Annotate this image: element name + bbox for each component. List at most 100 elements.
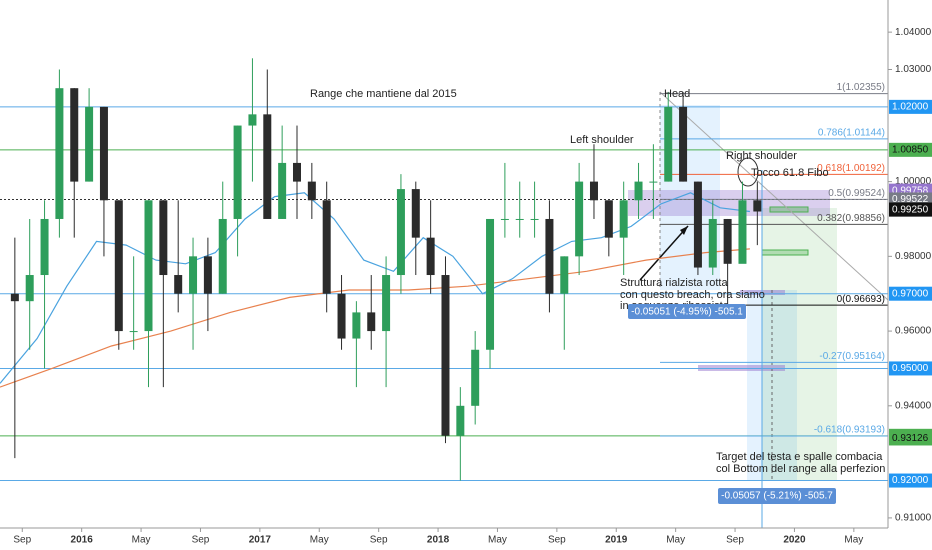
candle-body — [129, 331, 138, 333]
candle-body — [263, 114, 272, 219]
arrow-head — [680, 226, 688, 235]
y-tick-label: 0.91000 — [895, 513, 932, 524]
x-tick-label: 2019 — [605, 535, 628, 546]
level-badge — [889, 361, 932, 376]
candle-body — [649, 181, 658, 183]
fib-label: 0.786(1.01144) — [818, 127, 885, 138]
x-tick-label: Sep — [13, 535, 31, 546]
level-badge — [889, 99, 932, 114]
y-tick-label: 0.98000 — [895, 251, 932, 262]
fib-label: 0.382(0.98856) — [817, 213, 885, 224]
level-label: 0.99522 — [892, 194, 929, 205]
fib-label: 1(1.02355) — [837, 82, 885, 93]
fib-label: -0.618(0.93193) — [814, 425, 885, 436]
annotation: Left shoulder — [570, 134, 634, 146]
measure-label: -0.05051 (-4.95%) -505.1 — [631, 307, 743, 318]
x-tick-label: May — [310, 535, 329, 546]
level-label: 0.95000 — [892, 363, 929, 374]
candle-body — [738, 200, 747, 264]
candle-body — [619, 200, 628, 238]
x-tick-label: May — [844, 535, 863, 546]
candle-body — [664, 106, 673, 182]
fib-label: 0(0.96693) — [837, 294, 885, 305]
candle-body — [575, 181, 584, 257]
measure-box — [628, 304, 746, 319]
x-tick-label: May — [488, 535, 507, 546]
level-badge — [889, 431, 932, 446]
candle-body — [560, 256, 569, 294]
annotation: Struttura rialzista rotta — [620, 277, 728, 289]
axes: 1.04000 1.03000 1.00000 0.98000 0.96000 0.940… — [13, 27, 932, 546]
candle-body — [589, 181, 598, 201]
candle-body — [530, 218, 539, 220]
candle-body — [486, 218, 495, 350]
annotation: Head — [664, 88, 690, 100]
drawing-zones — [628, 91, 889, 528]
level-label: 1.02000 — [892, 102, 929, 113]
candle-body — [218, 218, 227, 294]
x-tick-label: Sep — [548, 535, 566, 546]
candle-body — [307, 181, 316, 201]
x-tick-label: Sep — [726, 535, 744, 546]
candle-body — [70, 88, 79, 182]
candle-body — [25, 275, 34, 302]
candle-body — [233, 125, 242, 219]
moving-average — [0, 248, 750, 388]
x-tick-label: Sep — [192, 535, 210, 546]
candle-body — [278, 162, 287, 219]
fib-label: 0.618(1.00192) — [817, 163, 885, 174]
candle-body — [114, 200, 123, 332]
fib-label: 0.5(0.99524) — [828, 188, 885, 199]
candle-body — [753, 200, 762, 212]
y-tick-label: 1.00000 — [895, 176, 932, 187]
candle-body — [55, 88, 64, 219]
x-tick-label: Sep — [370, 535, 388, 546]
candle-body — [500, 218, 509, 220]
candle-body — [411, 189, 420, 238]
x-tick-label: 2016 — [71, 535, 94, 546]
candle-body — [292, 162, 301, 182]
candle-body — [174, 275, 183, 294]
candle-body — [367, 312, 376, 332]
candle-body — [382, 275, 391, 332]
trend-line — [659, 91, 889, 301]
x-tick-label: 2018 — [427, 535, 450, 546]
candle-body — [693, 181, 702, 268]
candle-body — [99, 106, 108, 201]
candle-body — [159, 200, 168, 276]
y-tick-label: 0.94000 — [895, 400, 932, 411]
candle-body — [545, 218, 554, 294]
zone-mark — [761, 249, 809, 256]
candle-body — [723, 218, 732, 264]
annotation: con questo breach, ora siamo — [620, 289, 765, 301]
y-tick-label: 1.03000 — [895, 64, 932, 75]
candle-body — [515, 218, 524, 220]
annotation: col Bottom del range alla perfezion — [716, 463, 885, 475]
measure-label: -0.05057 (-5.21%) -505.7 — [721, 491, 833, 502]
annotation: Tocco 61.8 Fibo — [751, 167, 829, 179]
level-label: 0.99250 — [892, 204, 929, 215]
candle-body — [189, 256, 198, 294]
candle-body — [396, 189, 405, 276]
level-badge — [889, 142, 932, 157]
candle-body — [248, 114, 257, 126]
candle-body — [471, 349, 480, 406]
measure-box — [718, 488, 836, 504]
annotations: Range che mantiene dal 2015 Head Left sh… — [310, 88, 885, 504]
candle-body — [634, 181, 643, 201]
candle-body — [352, 312, 361, 339]
annotation: Target del testa e spalle combacia — [716, 451, 883, 463]
y-tick-label: 0.96000 — [895, 326, 932, 337]
candle-body — [441, 275, 450, 436]
level-badge — [889, 286, 932, 301]
annotation: Range che mantiene dal 2015 — [310, 88, 457, 100]
level-badge — [889, 202, 932, 217]
candle-body — [337, 293, 346, 339]
plot: 1(1.02355) 0.786(1.01144) 0.618(1.00192) 0.… — [0, 58, 888, 482]
highlight-circle — [737, 157, 759, 187]
level-label: 0.92000 — [892, 475, 929, 486]
candle-body — [708, 218, 717, 268]
x-tick-label: 2020 — [783, 535, 806, 546]
